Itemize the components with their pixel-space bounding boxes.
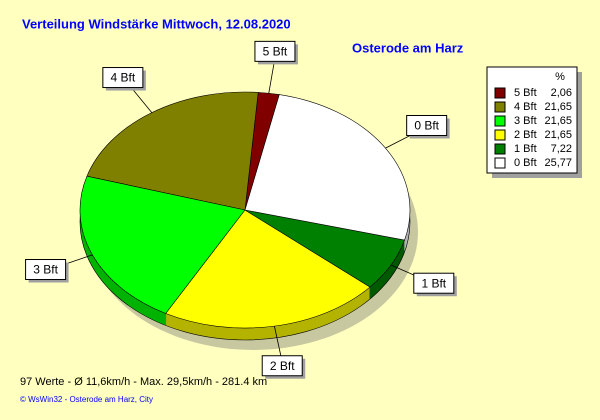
slice-label: 4 Bft xyxy=(111,71,136,85)
legend-swatch xyxy=(494,157,506,169)
legend-value: 21,65 xyxy=(544,115,572,127)
legend-value: 25,77 xyxy=(544,157,572,169)
chart-title: Verteilung Windstärke Mittwoch, 12.08.20… xyxy=(22,16,291,31)
legend-value: 2,06 xyxy=(551,87,572,99)
chart-subtitle: Osterode am Harz xyxy=(352,40,464,55)
label-box xyxy=(413,272,455,294)
legend-header: % xyxy=(555,71,565,83)
footer: 97 Werte - Ø 11,6km/h - Max. 29,5km/h - … xyxy=(20,376,267,388)
credit: © WsWin32 - Osterode am Harz, City xyxy=(20,395,153,404)
pie xyxy=(79,91,418,350)
slice xyxy=(165,209,371,329)
legend-swatch xyxy=(494,129,506,141)
label-box xyxy=(261,355,303,377)
label-box xyxy=(102,67,144,89)
legend-swatch xyxy=(494,101,506,113)
label-box xyxy=(254,40,296,62)
legend-label: 2 Bft xyxy=(514,129,537,141)
slice-label: 0 Bft xyxy=(414,119,439,133)
slice-label: 2 Bft xyxy=(270,359,295,373)
slice-label: 1 Bft xyxy=(421,276,446,290)
slice-label: 3 Bft xyxy=(33,263,58,277)
legend-label: 3 Bft xyxy=(514,115,537,127)
slice xyxy=(244,94,411,241)
legend-value: 7,22 xyxy=(551,143,572,155)
label-box xyxy=(406,114,448,136)
legend-label: 1 Bft xyxy=(514,143,537,155)
legend-swatch xyxy=(494,143,506,155)
legend-value: 21,65 xyxy=(544,129,572,141)
legend-label: 4 Bft xyxy=(514,101,537,113)
slice-label: 5 Bft xyxy=(263,45,288,59)
legend-swatch xyxy=(494,115,506,127)
legend-label: 5 Bft xyxy=(514,87,537,99)
legend-value: 21,65 xyxy=(544,101,572,113)
slice xyxy=(79,175,246,314)
legend-label: 0 Bft xyxy=(514,157,537,169)
legend-swatch xyxy=(494,87,506,99)
slice xyxy=(86,91,259,211)
label-box xyxy=(25,259,67,281)
